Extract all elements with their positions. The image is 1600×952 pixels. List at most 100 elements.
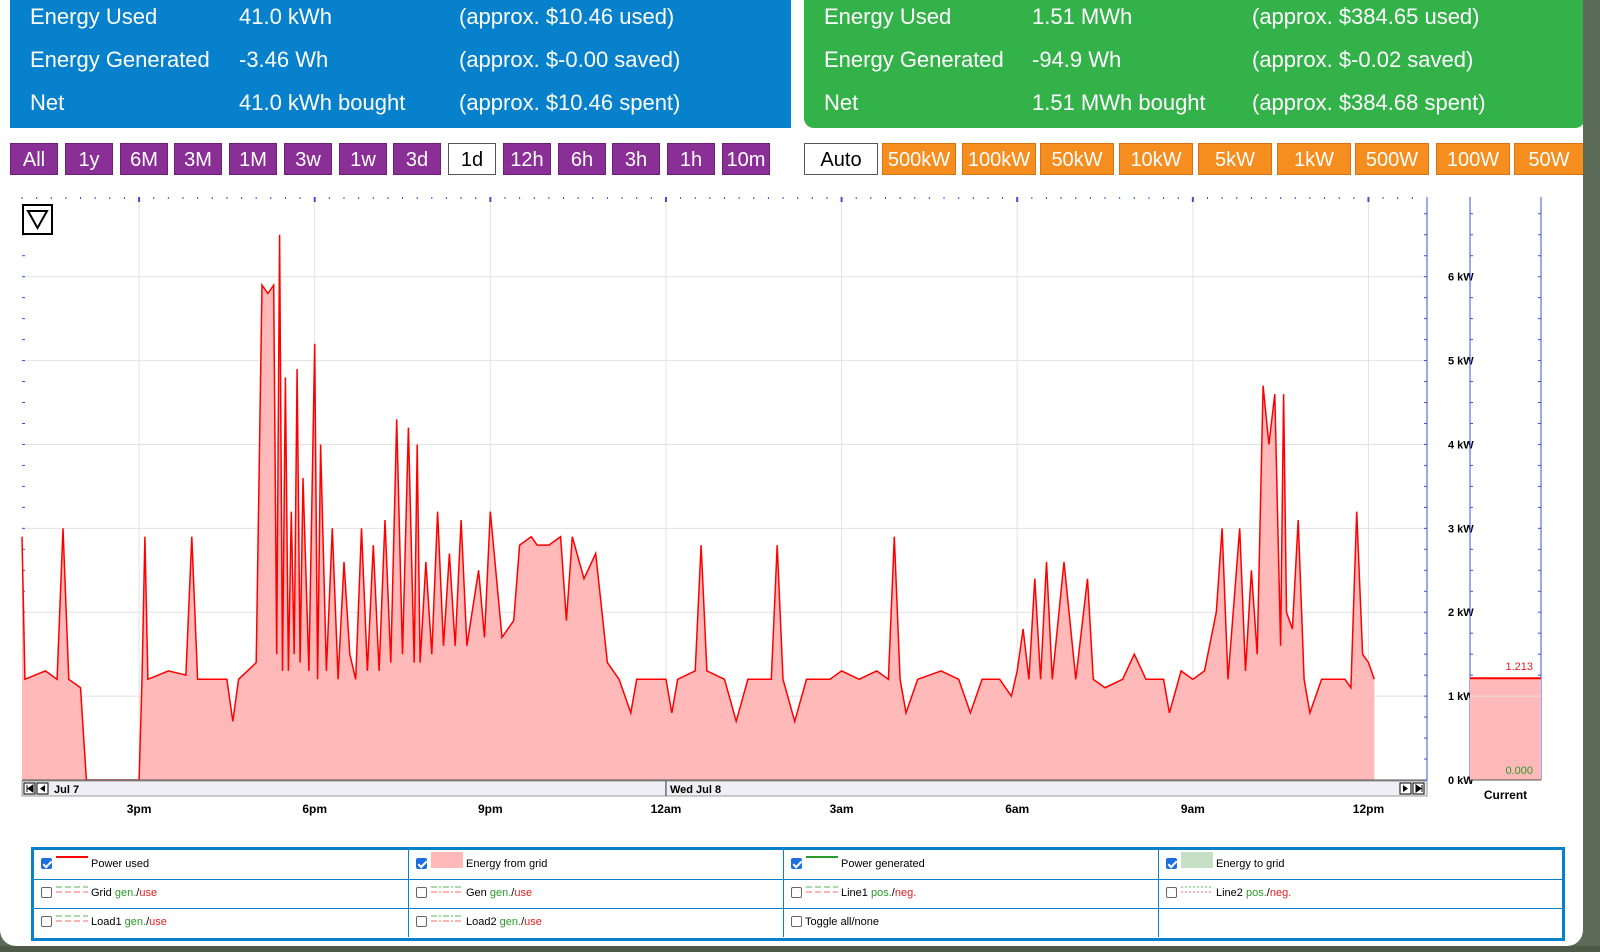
summary-approx: (approx. $-0.00 saved)	[459, 47, 681, 72]
legend-gen-text: gen.	[489, 887, 512, 899]
legend-gen-text: pos.	[870, 887, 892, 899]
x-tick-label: 6am	[1005, 802, 1029, 816]
legend-cell: Grid gen./use	[34, 879, 409, 908]
time-range-button[interactable]: 1h	[667, 143, 715, 175]
scale-button[interactable]: 500W	[1355, 143, 1429, 175]
summary-label: Net	[824, 90, 859, 115]
time-range-button[interactable]: 1d	[448, 143, 496, 175]
scale-button[interactable]: 100W	[1436, 143, 1510, 175]
legend-cell: Toggle all/none	[784, 908, 1159, 937]
legend-checkbox[interactable]	[41, 916, 52, 927]
time-range-button[interactable]: 6h	[558, 143, 606, 175]
time-range-button[interactable]: 3M	[174, 143, 222, 175]
summary-label: Energy Generated	[30, 47, 210, 72]
legend-checkbox[interactable]	[791, 887, 802, 898]
legend-series-name: Power used	[91, 858, 150, 870]
legend-series-name: Grid	[91, 887, 112, 899]
scale-button[interactable]: 100kW	[962, 143, 1036, 175]
time-range-button[interactable]: 3h	[612, 143, 660, 175]
scale-button[interactable]: Auto	[804, 143, 878, 175]
chart-svg: 0 kW 1 kW 2 kW 3 kW 4 kW 5 kW 6 kW Jul 7 Wed Jul…	[21, 197, 1542, 816]
time-range-button[interactable]: 10m	[722, 143, 770, 175]
legend-series-name: Line2	[1216, 887, 1243, 899]
summary-label: Energy Used	[30, 4, 158, 29]
scale-button[interactable]: 5kW	[1198, 143, 1272, 175]
energy-summary-left: Energy Used 41.0 kWh (approx. $10.46 use…	[10, 0, 791, 128]
summary-value: 41.0 kWh bought	[239, 90, 406, 115]
legend-checkbox[interactable]	[416, 887, 427, 898]
legend-cell: Power used	[34, 850, 409, 879]
summary-value: 1.51 MWh bought	[1032, 90, 1206, 115]
power-chart[interactable]: 0 kW 1 kW 2 kW 3 kW 4 kW 5 kW 6 kW Jul 7 Wed Jul…	[14, 193, 1583, 833]
legend-swatch	[431, 886, 463, 893]
legend-separator: /	[1266, 887, 1270, 899]
legend-cell: Gen gen./use	[409, 879, 784, 908]
time-range-button[interactable]: 3w	[284, 143, 332, 175]
legend-checkbox[interactable]	[41, 887, 52, 898]
legend-separator: /	[511, 887, 515, 899]
legend-swatch	[1181, 886, 1213, 893]
legend-swatch	[1181, 852, 1213, 868]
x-tick-label: 6pm	[302, 802, 327, 816]
navigator-bar	[21, 780, 1428, 797]
legend-cell: Power generated	[784, 850, 1159, 879]
legend-checkbox[interactable]	[41, 858, 52, 869]
legend-swatch	[56, 915, 88, 922]
legend-label: Load2 gen./use	[466, 908, 542, 937]
scale-button[interactable]: 1kW	[1277, 143, 1351, 175]
legend-checkbox[interactable]	[416, 916, 427, 927]
legend-checkbox[interactable]	[1166, 858, 1177, 869]
scale-button[interactable]: 500kW	[882, 143, 956, 175]
legend-separator: /	[136, 887, 140, 899]
time-range-button[interactable]: 1w	[339, 143, 387, 175]
time-range-button[interactable]: 1M	[229, 143, 277, 175]
time-range-button[interactable]: 12h	[503, 143, 551, 175]
legend-gen-text: gen.	[499, 916, 522, 928]
y-tick-label: 1 kW	[1448, 691, 1474, 703]
current-used-value: 1.213	[1505, 661, 1533, 673]
summary-label: Net	[30, 90, 65, 115]
legend-label: Grid gen./use	[91, 879, 157, 908]
legend-series-name: Gen	[466, 887, 487, 899]
prev-icon	[40, 785, 45, 792]
legend-use-text: neg.	[1269, 887, 1292, 899]
legend-label: Gen gen./use	[466, 879, 532, 908]
summary-approx: (approx. $10.46 spent)	[459, 90, 681, 115]
scale-button[interactable]: 50W	[1514, 143, 1583, 175]
legend-use-text: use	[139, 887, 158, 899]
skip-back-icon	[26, 784, 34, 793]
legend-cell: Energy from grid	[409, 850, 784, 879]
scale-button[interactable]: 10kW	[1119, 143, 1193, 175]
current-gen-value: 0.000	[1505, 765, 1533, 777]
legend-swatch	[56, 856, 88, 858]
legend-use-text: use	[524, 916, 542, 928]
legend-gen-text: gen.	[114, 887, 137, 899]
legend-label: Energy from grid	[466, 850, 547, 879]
legend-label: Line1 pos./neg.	[841, 879, 916, 908]
legend-label: Line2 pos./neg.	[1216, 879, 1291, 908]
scale-button[interactable]: 50kW	[1040, 143, 1114, 175]
legend-swatch	[56, 886, 88, 893]
y-tick-label: 0 kW	[1448, 775, 1474, 787]
legend-checkbox[interactable]	[1166, 887, 1177, 898]
desktop-background	[0, 946, 1600, 952]
x-tick-label: 12pm	[1353, 802, 1384, 816]
legend-series-name: Energy to grid	[1216, 858, 1285, 870]
legend-use-text: neg.	[894, 887, 917, 899]
y-tick-label: 6 kW	[1448, 272, 1474, 284]
nav-mid-date: Wed Jul 8	[670, 784, 721, 796]
legend-checkbox[interactable]	[416, 858, 427, 869]
legend-checkbox[interactable]	[791, 858, 802, 869]
summary-approx: (approx. $384.68 spent)	[1252, 90, 1486, 115]
legend-use-text: use	[514, 887, 533, 899]
time-range-button[interactable]: 6M	[120, 143, 168, 175]
legend-checkbox[interactable]	[791, 916, 802, 927]
time-range-button[interactable]: All	[10, 143, 58, 175]
legend-separator: /	[891, 887, 895, 899]
legend-cell: Line2 pos./neg.	[1159, 879, 1562, 908]
time-range-button[interactable]: 3d	[393, 143, 441, 175]
legend-swatch	[806, 886, 838, 893]
legend-separator: /	[146, 916, 150, 928]
time-range-button[interactable]: 1y	[65, 143, 113, 175]
